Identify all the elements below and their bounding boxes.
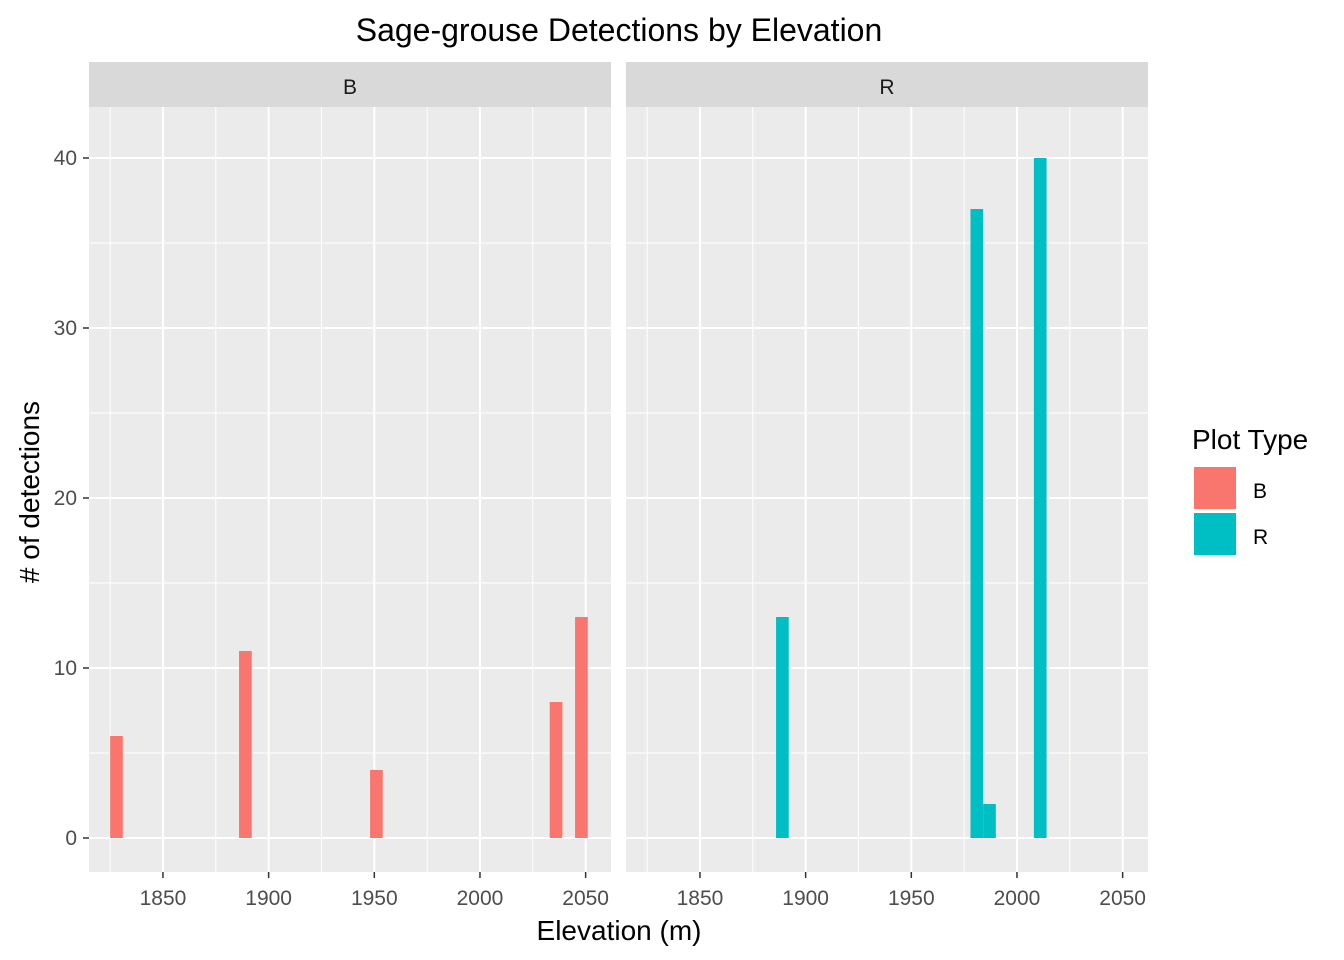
panels-layer: B 1850 1900 1950 2000 2050 R 1850 1900 1950 2000 20… [89, 62, 1148, 910]
bar-R-2011 [1033, 158, 1047, 838]
legend-label-R: R [1253, 526, 1268, 549]
bar-R-1889 [776, 617, 789, 838]
legend-swatch-B [1194, 467, 1236, 509]
y-tick-label: 40 [54, 147, 77, 170]
bar-B-2036 [549, 702, 563, 838]
strip-background [626, 62, 1148, 107]
x-tick-label: 2000 [994, 887, 1041, 910]
legend: Plot Type BR [1192, 424, 1308, 555]
bar-R-1981 [970, 209, 984, 838]
y-tick-label: 30 [54, 317, 77, 340]
panel-background [89, 107, 611, 872]
strip-label: B [343, 76, 357, 99]
y-axis: 0 10 20 30 40 [54, 147, 89, 850]
bar-B-1951 [370, 770, 383, 838]
x-tick-label: 2050 [1099, 887, 1146, 910]
x-tick-label: 1950 [888, 887, 935, 910]
strip-label: R [879, 76, 894, 99]
y-tick-label: 0 [65, 827, 77, 850]
x-tick-label: 1850 [677, 887, 724, 910]
legend-swatch-R [1194, 513, 1236, 555]
chart-title: Sage-grouse Detections by Elevation [356, 12, 883, 48]
y-tick-label: 20 [54, 487, 77, 510]
legend-title: Plot Type [1192, 424, 1308, 455]
bar-B-1889 [239, 651, 252, 838]
x-tick-label: 1950 [351, 887, 398, 910]
x-tick-label: 2000 [457, 887, 504, 910]
panel-B: B 1850 1900 1950 2000 2050 [89, 62, 611, 910]
x-tick-label: 1900 [782, 887, 829, 910]
legend-label-B: B [1253, 480, 1267, 503]
y-tick-label: 10 [54, 657, 77, 680]
legend-items: BR [1194, 467, 1268, 555]
bar-B-2048 [575, 617, 588, 838]
strip-background [89, 62, 611, 107]
x-tick-label: 1850 [140, 887, 187, 910]
x-tick-label: 1900 [245, 887, 292, 910]
x-tick-label: 2050 [562, 887, 609, 910]
panel-R: R 1850 1900 1950 2000 2050 [626, 62, 1148, 910]
bar-B-1828 [110, 736, 123, 838]
panel-background [626, 107, 1148, 872]
bar-R-1987 [983, 804, 996, 838]
y-axis-title: # of detections [14, 401, 45, 583]
x-axis-title: Elevation (m) [537, 915, 702, 946]
